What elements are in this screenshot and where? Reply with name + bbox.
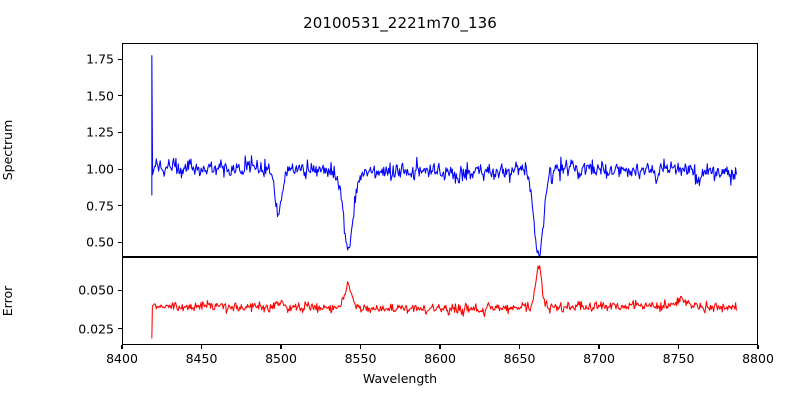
x-tick-label: 8600 — [424, 351, 456, 366]
x-tickmark — [677, 345, 680, 349]
error-data-trace — [152, 266, 737, 338]
spectrum-y-tickmark — [118, 205, 122, 207]
error-y-tick-label: 0.025 — [78, 321, 114, 337]
x-tickmark — [200, 345, 203, 349]
error-y-tickmark — [118, 289, 122, 291]
x-tick-label: 8750 — [662, 351, 695, 366]
x-tick-label: 8550 — [344, 351, 377, 366]
x-tickmark — [280, 345, 282, 349]
x-tickmark — [518, 345, 521, 349]
spectrum-y-tick-label: 1.00 — [86, 161, 114, 177]
x-tick-label: 8400 — [106, 351, 138, 366]
error-trace-svg — [123, 258, 757, 344]
error-y-tickmark — [118, 328, 122, 330]
error-plot-panel — [122, 257, 758, 345]
spectrum-data-trace — [152, 56, 737, 256]
spectrum-y-tick-label: 1.75 — [86, 51, 114, 67]
x-tickmark — [121, 345, 123, 349]
x-tick-label: 8800 — [742, 351, 774, 366]
spectrum-y-tick-label: 1.25 — [86, 124, 114, 140]
spectrum-y-tick-label: 0.75 — [86, 198, 114, 214]
x-tickmark — [757, 345, 759, 349]
x-tick-label: 8500 — [265, 351, 297, 366]
spectrum-y-tick-label: 0.50 — [86, 234, 114, 250]
x-tickmark — [359, 345, 362, 349]
x-tick-label: 8450 — [185, 351, 218, 366]
x-axis-label: Wavelength — [362, 371, 438, 386]
chart-title: 20100531_2221m70_136 — [303, 14, 497, 32]
spectrum-y-tickmark — [118, 131, 122, 133]
spectrum-y-tickmark — [118, 58, 122, 60]
x-tick-label: 8650 — [503, 351, 536, 366]
x-tickmark — [598, 345, 600, 349]
spectrum-plot-panel — [122, 43, 758, 257]
spectrum-trace-svg — [123, 44, 757, 256]
error-y-tick-label: 0.050 — [78, 282, 114, 298]
spectrum-y-tick-label: 1.50 — [86, 88, 114, 104]
spectrum-y-tickmark — [118, 168, 122, 170]
spectrum-y-tickmark — [118, 95, 122, 97]
x-tickmark — [439, 345, 441, 349]
spectrum-y-tickmark — [118, 241, 122, 243]
x-tick-label: 8700 — [583, 351, 615, 366]
